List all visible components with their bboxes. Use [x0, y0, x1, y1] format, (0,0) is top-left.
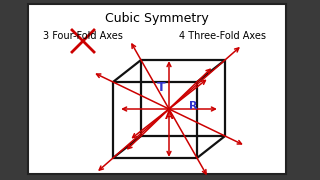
FancyBboxPatch shape — [28, 4, 286, 174]
Text: 3 Four-Fold Axes: 3 Four-Fold Axes — [43, 31, 123, 41]
Text: A: A — [165, 111, 173, 121]
Text: Cubic Symmetry: Cubic Symmetry — [105, 12, 209, 24]
Text: 4 Three-Fold Axes: 4 Three-Fold Axes — [180, 31, 267, 41]
Text: R: R — [189, 101, 197, 111]
Text: T: T — [157, 80, 165, 93]
